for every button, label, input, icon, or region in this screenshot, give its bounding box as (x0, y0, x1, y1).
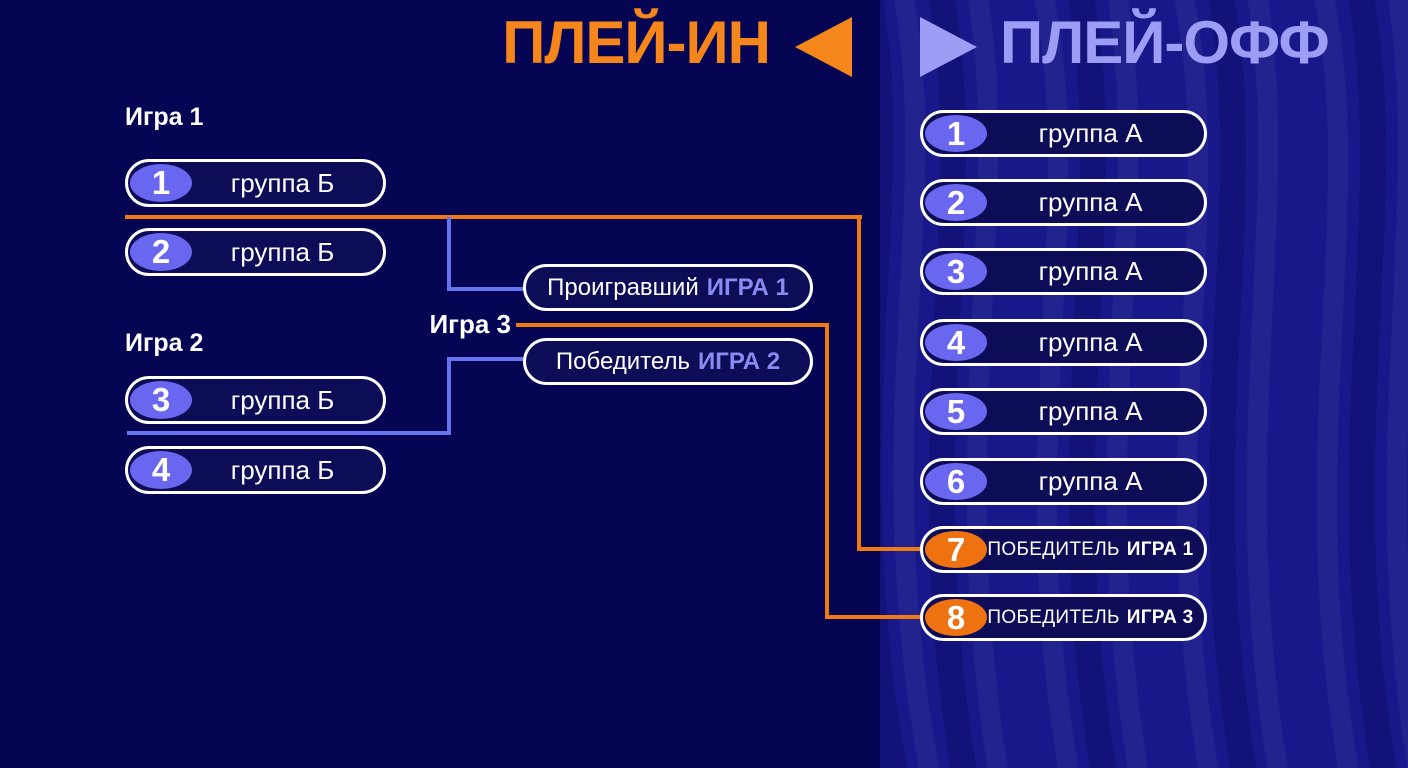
connector-winner-game3-stub (825, 615, 920, 619)
connector-loser-game1-vertical (447, 217, 451, 291)
connector-winner-game3-horizontal (516, 323, 829, 327)
team-label: группа А (1038, 327, 1143, 357)
connector-winner-game2-horizontal (127, 431, 451, 435)
playin-game2-slot1-pill: 3 группа Б (125, 376, 386, 424)
slot-description: Победитель ИГРА 2 (536, 341, 800, 382)
team-label: группа Б (230, 454, 335, 485)
playoff-seed-6-pill: 6 группа А (920, 458, 1207, 505)
slot-game-ref: ИГРА 2 (697, 347, 781, 375)
seed-number-badge: 2 (925, 184, 987, 221)
team-label: группа А (1038, 118, 1143, 148)
game3-upper-slot-pill: Проигравший ИГРА 1 (523, 264, 813, 311)
playoff-seed-3-pill: 3 группа А (920, 248, 1207, 295)
seed-number-badge: 4 (130, 451, 192, 489)
playin-game2-slot2-pill: 4 группа Б (125, 446, 386, 494)
slot-game-ref: ИГРА 1 (706, 273, 789, 301)
team-label: группа А (1038, 466, 1143, 496)
connector-winner-game1-stub (857, 547, 920, 551)
team-label: группа Б (230, 167, 335, 198)
seed-number-badge: 1 (130, 164, 192, 202)
winner-description: ПОБЕДИТЕЛЬ ИГРА 3 (985, 597, 1196, 638)
seed-number-badge: 5 (925, 393, 987, 430)
game1-label: Игра 1 (125, 103, 204, 131)
connector-winner-game2-vertical (447, 357, 451, 435)
slot-prefix: Проигравший (547, 273, 699, 301)
seed-number-badge: 2 (130, 233, 192, 271)
team-label: группа А (1038, 187, 1143, 217)
seed-number-badge: 3 (925, 253, 987, 290)
seed-number-badge: 7 (925, 531, 987, 568)
slot-game-ref: ИГРА 3 (1126, 606, 1194, 628)
slot-prefix: ПОБЕДИТЕЛЬ (987, 606, 1120, 628)
game3-label: Игра 3 (429, 309, 511, 339)
team-label: группа Б (230, 384, 335, 415)
game3-lower-slot-pill: Победитель ИГРА 2 (523, 338, 813, 385)
right-triangle-icon (920, 17, 977, 77)
playoff-seed-2-pill: 2 группа А (920, 179, 1207, 226)
connector-winner-game2-stub (447, 357, 523, 361)
slot-description: Проигравший ИГРА 1 (536, 267, 800, 308)
connector-winner-game3-vertical (825, 323, 829, 619)
playoff-seed-7-pill: 7 ПОБЕДИТЕЛЬ ИГРА 1 (920, 526, 1207, 573)
team-label: группа А (1038, 256, 1143, 286)
playoff-seed-5-pill: 5 группа А (920, 388, 1207, 435)
playin-game1-slot2-pill: 2 группа Б (125, 228, 386, 276)
slot-prefix: Победитель (555, 347, 690, 375)
playin-game1-slot1-pill: 1 группа Б (125, 159, 386, 207)
play-in-title: ПЛЕЙ-ИН (502, 9, 771, 76)
seed-number-badge: 4 (925, 324, 987, 361)
team-label: группа Б (230, 236, 335, 267)
seed-number-badge: 8 (925, 599, 987, 636)
slot-game-ref: ИГРА 1 (1126, 538, 1194, 560)
winner-description: ПОБЕДИТЕЛЬ ИГРА 1 (985, 529, 1196, 570)
connector-winner-game1-vertical (857, 215, 861, 551)
seed-number-badge: 6 (925, 463, 987, 500)
slot-prefix: ПОБЕДИТЕЛЬ (987, 538, 1120, 560)
team-label: группа А (1038, 396, 1143, 426)
seed-number-badge: 3 (130, 381, 192, 419)
seed-number-badge: 1 (925, 115, 987, 152)
game2-label: Игра 2 (125, 329, 204, 357)
left-triangle-icon (795, 17, 852, 77)
playoff-seed-8-pill: 8 ПОБЕДИТЕЛЬ ИГРА 3 (920, 594, 1207, 641)
connector-loser-game1-horizontal (447, 287, 523, 291)
playoff-seed-1-pill: 1 группа А (920, 110, 1207, 157)
play-off-title: ПЛЕЙ-ОФФ (1000, 9, 1330, 76)
playoff-seed-4-pill: 4 группа А (920, 319, 1207, 366)
connector-winner-game1-horizontal (125, 215, 862, 219)
